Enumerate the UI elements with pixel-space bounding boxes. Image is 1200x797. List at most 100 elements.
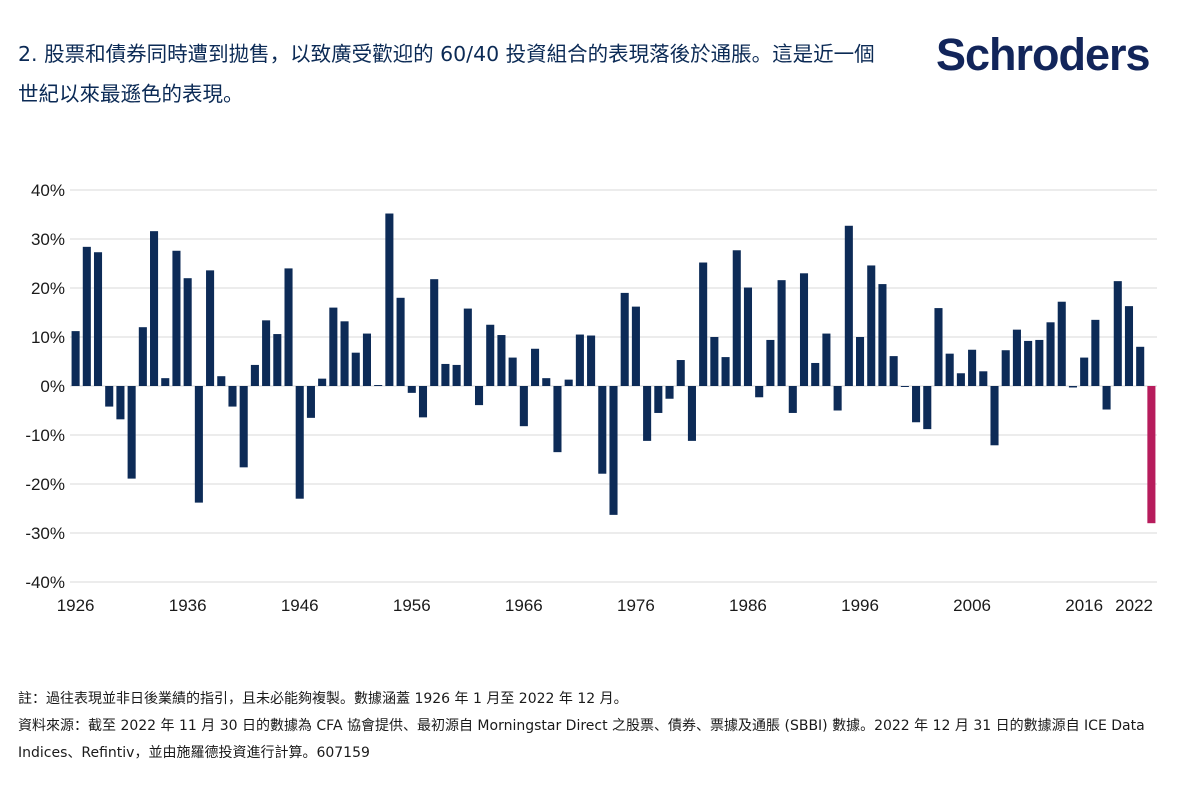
y-tick-label: -40% — [25, 573, 65, 592]
x-tick-label: 1966 — [505, 596, 543, 615]
y-tick-label: -30% — [25, 524, 65, 543]
y-axis-labels: 40% 30% 20% 10% 0% -10% -20% -30% -40% — [25, 181, 65, 592]
bar-1965 — [508, 357, 517, 386]
x-tick-label: 1976 — [617, 596, 655, 615]
bar-1968 — [542, 378, 551, 386]
bar-1999 — [889, 356, 898, 386]
bar-1932 — [138, 327, 147, 386]
bar-1969 — [553, 386, 562, 453]
bar-1944 — [273, 334, 282, 386]
bar-1937 — [194, 386, 203, 503]
bar-1998 — [878, 284, 887, 386]
bar-1949 — [329, 307, 338, 386]
y-tick-label: 0% — [40, 377, 65, 396]
bar-1974 — [609, 386, 618, 515]
bar-1973 — [598, 386, 607, 474]
bar-1995 — [844, 225, 853, 386]
bar-1955 — [396, 297, 405, 386]
schroders-logo: Schroders — [936, 29, 1151, 80]
bar-1957 — [418, 386, 428, 418]
bar-1945 — [284, 268, 293, 386]
bar-2008 — [990, 386, 999, 446]
x-tick-label: 2022 — [1115, 596, 1153, 615]
bar-1954 — [385, 213, 394, 386]
bar-1928 — [93, 252, 103, 386]
bar-1959 — [441, 363, 450, 386]
bar-1989 — [777, 280, 786, 386]
bar-1986 — [743, 287, 753, 386]
bar-1930 — [116, 386, 125, 420]
bar-1979 — [665, 386, 674, 399]
bar-1981 — [687, 386, 696, 441]
y-tick-label: 40% — [31, 181, 65, 200]
bar-2000 — [900, 386, 909, 387]
bar-2006 — [968, 349, 977, 386]
bar-1996 — [856, 337, 865, 386]
bar-1950 — [340, 321, 349, 386]
bar-1948 — [318, 378, 327, 386]
bar-2017 — [1091, 319, 1100, 386]
bar-1931 — [127, 386, 136, 479]
bar-2001 — [912, 386, 921, 423]
bar-1935 — [172, 250, 181, 386]
bar-1984 — [721, 357, 730, 386]
bar-2003 — [934, 308, 943, 386]
bar-1942 — [250, 364, 259, 386]
bar-2015 — [1068, 386, 1077, 388]
bar-1953 — [374, 385, 383, 386]
bar-1992 — [811, 362, 820, 386]
bar-1934 — [161, 378, 170, 386]
bar-1967 — [531, 348, 540, 386]
bar-2013 — [1046, 322, 1055, 386]
bar-chart: 40%30%20%10%0%-10%-20%-30%-40% 1926 1936 1… — [25, 181, 1157, 615]
bar-1993 — [822, 333, 831, 386]
bar-1962 — [474, 386, 484, 406]
bar-2002 — [923, 386, 932, 430]
x-tick-label: 2016 — [1065, 596, 1103, 615]
bar-1978 — [654, 386, 663, 413]
footnotes: 註：過往表現並非日後業績的指引，且未必能夠複製。數據涵蓋 1926 年 1 月至… — [18, 686, 1188, 767]
bar-1980 — [676, 360, 685, 386]
bar-1966 — [519, 386, 528, 427]
bar-1952 — [362, 333, 371, 386]
bars — [71, 213, 1156, 524]
x-axis-labels: 1926 1936 1946 1956 1966 1976 1986 1996 2006 2016… — [57, 596, 1153, 615]
bar-1947 — [306, 386, 315, 418]
bar-2004 — [945, 353, 954, 386]
x-tick-label: 1926 — [57, 596, 95, 615]
bar-1961 — [463, 308, 472, 386]
bar-1982 — [699, 262, 708, 386]
bar-1987 — [755, 386, 764, 398]
x-tick-label: 1936 — [169, 596, 207, 615]
bar-1977 — [643, 386, 652, 441]
bar-1963 — [486, 324, 495, 386]
bar-2012 — [1035, 339, 1044, 386]
bar-1933 — [150, 231, 159, 386]
bar-1943 — [262, 320, 271, 386]
bar-2018 — [1102, 386, 1111, 410]
bar-1971 — [575, 334, 584, 386]
bar-2019 — [1113, 281, 1122, 386]
bar-1951 — [351, 352, 360, 386]
y-tick-label: 20% — [31, 279, 65, 298]
y-tick-label: 30% — [31, 230, 65, 249]
bar-1938 — [206, 270, 215, 386]
bar-1991 — [799, 273, 809, 386]
bar-1941 — [239, 386, 248, 468]
bar-1927 — [82, 246, 91, 386]
bar-1972 — [587, 335, 596, 386]
y-tick-label: -10% — [25, 426, 65, 445]
bar-1936 — [183, 278, 192, 386]
bar-2010 — [1012, 329, 1021, 386]
bar-1964 — [497, 335, 506, 386]
bar-1994 — [833, 386, 842, 411]
bar-1958 — [430, 279, 439, 386]
bar-1960 — [452, 364, 461, 386]
bar-2021 — [1136, 346, 1145, 386]
bar-2022 — [1147, 386, 1156, 524]
bar-1970 — [564, 379, 573, 386]
bar-1929 — [105, 386, 114, 407]
bar-1956 — [407, 386, 416, 393]
bar-1985 — [732, 250, 741, 386]
bar-1926 — [71, 331, 80, 386]
